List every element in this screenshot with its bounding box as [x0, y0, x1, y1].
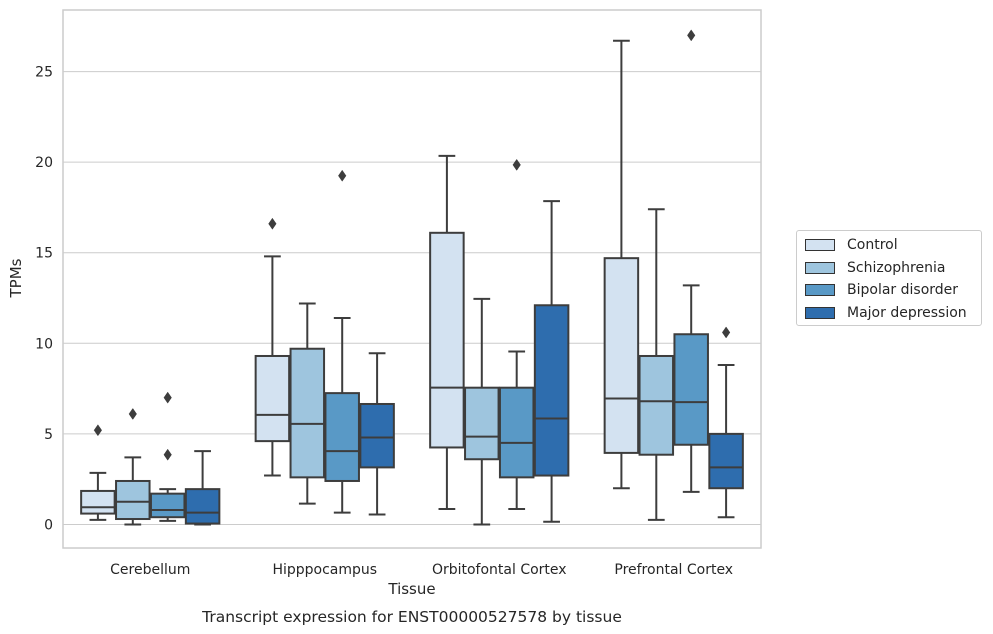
outlier-point — [128, 408, 137, 420]
box-plot — [708, 326, 744, 519]
legend-label: Control — [847, 237, 898, 253]
chart-caption: Transcript expression for ENST0000052757… — [201, 608, 622, 626]
x-tick-label: Hipppocampus — [272, 562, 377, 578]
y-tick-label: 0 — [44, 517, 53, 533]
box-plot — [254, 217, 291, 477]
box-iqr — [533, 304, 570, 477]
box-iqr — [115, 479, 151, 521]
legend-label: Major depression — [847, 304, 967, 321]
y-tick-label: 25 — [35, 65, 53, 81]
box-plot — [289, 302, 326, 505]
x-tick-label: Orbitofontal Cortex — [432, 562, 567, 578]
x-tick-label: Cerebellum — [110, 562, 190, 578]
box-iqr — [254, 354, 291, 443]
box-iqr — [429, 231, 465, 449]
outlier-point — [163, 448, 172, 461]
legend-swatch — [805, 239, 835, 251]
box-plot — [429, 154, 465, 511]
outlier-point — [512, 158, 521, 171]
y-tick-label: 5 — [44, 427, 53, 443]
legend: Control Schizophrenia Bipolar disorder Majo… — [796, 230, 982, 326]
outlier-point — [687, 29, 696, 42]
box-plot — [638, 208, 675, 521]
box-iqr — [359, 402, 395, 469]
box-plot — [673, 29, 709, 493]
y-axis-label: TPMs — [7, 258, 25, 298]
box-iqr — [464, 386, 500, 461]
box-iqr — [708, 432, 744, 490]
legend-entry: Major depression — [805, 302, 967, 324]
box-plot — [115, 408, 151, 526]
box-plot — [324, 169, 360, 514]
y-tick-label: 10 — [35, 336, 53, 352]
box-plot — [184, 450, 221, 526]
box-iqr — [149, 492, 186, 519]
x-tick-label: Prefrontal Cortex — [614, 562, 733, 578]
x-axis-label: Tissue — [387, 580, 435, 598]
x-tick-labels: Cerebellum Hipppocampus Orbitofontal Corte… — [110, 562, 733, 578]
box-iqr — [80, 489, 116, 515]
outlier-point — [338, 169, 347, 182]
plot-frame — [62, 9, 762, 549]
box-iqr — [603, 257, 640, 454]
box-plot — [533, 200, 570, 523]
box-plot — [149, 391, 186, 522]
box-plot — [603, 39, 640, 490]
outlier-point — [93, 424, 103, 437]
y-tick-labels: 0 5 10 15 20 25 — [35, 65, 53, 534]
legend-label: Schizophrenia — [847, 259, 946, 276]
legend-swatch — [805, 261, 835, 274]
outlier-point — [163, 391, 172, 404]
legend-swatch — [805, 284, 835, 296]
legend-entry: Schizophrenia — [805, 257, 945, 279]
outlier-point — [721, 326, 731, 339]
outlier-point — [268, 217, 277, 230]
box-plot — [498, 158, 535, 511]
box-iqr — [673, 333, 709, 446]
box-iqr — [184, 488, 221, 525]
legend-label: Bipolar disorder — [847, 282, 959, 298]
legend-entry: Control — [805, 234, 898, 256]
y-tick-label: 20 — [35, 155, 53, 171]
legend-entry: Bipolar disorder — [805, 279, 958, 301]
legend-swatch — [805, 306, 835, 319]
box-iqr — [638, 354, 675, 456]
box-iqr — [498, 386, 535, 479]
box-plot — [359, 352, 395, 516]
box-plot — [464, 297, 500, 526]
y-tick-label: 15 — [35, 246, 53, 262]
grid-layer — [63, 71, 761, 525]
box-iqr — [289, 347, 326, 479]
box-plot — [80, 424, 116, 521]
boxes-layer — [80, 29, 744, 526]
box-iqr — [324, 392, 360, 482]
